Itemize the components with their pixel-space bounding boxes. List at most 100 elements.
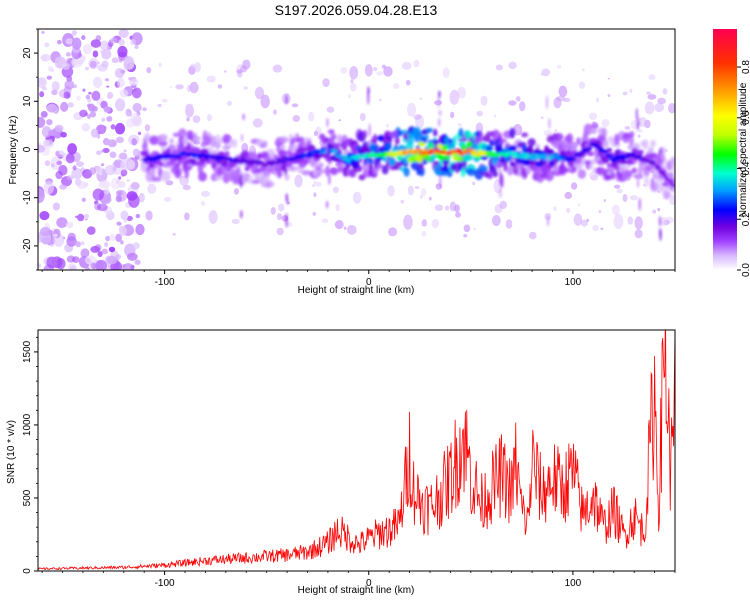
streak-blob bbox=[326, 117, 329, 128]
ridge-mid-blob bbox=[526, 145, 534, 153]
ridge-halo-blob bbox=[562, 167, 570, 173]
noise-blob bbox=[105, 235, 111, 242]
noise-blob bbox=[96, 150, 102, 156]
ridge-halo-blob bbox=[460, 167, 466, 178]
faint-blob bbox=[638, 129, 643, 133]
faint-blob bbox=[480, 95, 488, 106]
ridge-core-blob bbox=[197, 155, 203, 159]
ridge-mid-blob bbox=[388, 158, 396, 166]
ridge-mid-blob bbox=[442, 144, 449, 150]
faint-blob bbox=[654, 102, 665, 113]
faint-blob bbox=[528, 231, 537, 240]
faint-blob bbox=[294, 174, 303, 188]
ridge-core-blob bbox=[596, 145, 601, 149]
faint-blob bbox=[612, 204, 620, 216]
faint-blob bbox=[311, 184, 316, 188]
ridge-halo-blob bbox=[449, 163, 457, 172]
streak-blob bbox=[659, 147, 663, 156]
faint-blob bbox=[313, 180, 317, 185]
ridge-halo-blob bbox=[284, 174, 290, 181]
faint-blob bbox=[145, 210, 153, 221]
faint-blob bbox=[407, 102, 416, 117]
faint-blob bbox=[419, 194, 423, 199]
ridge-mid-blob bbox=[466, 140, 473, 148]
noise-blob bbox=[85, 255, 96, 265]
ridge-core-blob bbox=[660, 170, 666, 174]
noise-blob bbox=[91, 105, 98, 112]
noise-blob bbox=[39, 91, 45, 98]
faint-blob bbox=[607, 93, 611, 98]
noise-blob bbox=[88, 91, 92, 95]
faint-blob bbox=[476, 110, 483, 117]
ridge-mid-blob bbox=[645, 165, 654, 172]
noise-blob bbox=[106, 85, 110, 88]
faint-blob bbox=[573, 213, 583, 226]
noise-blob bbox=[102, 147, 110, 154]
ridge-halo-blob bbox=[644, 175, 650, 188]
ridge-halo-blob bbox=[372, 133, 377, 146]
ridge-mid-blob bbox=[171, 149, 180, 155]
noise-blob bbox=[43, 139, 50, 147]
ridge-mid-blob bbox=[278, 149, 286, 158]
ridge-halo-blob bbox=[299, 136, 305, 148]
noise-blob bbox=[110, 124, 116, 130]
ridge-core-blob bbox=[472, 149, 477, 154]
faint-blob bbox=[455, 212, 461, 218]
ridge-halo-blob bbox=[331, 133, 337, 140]
ridge-core-blob bbox=[209, 153, 214, 158]
ridge-halo-blob bbox=[590, 123, 599, 129]
faint-blob bbox=[312, 211, 317, 216]
faint-blob bbox=[449, 89, 460, 105]
streak-blob bbox=[548, 117, 551, 129]
faint-blob bbox=[563, 97, 571, 103]
ridge-core-blob bbox=[672, 184, 675, 188]
ridge-mid-blob bbox=[181, 154, 188, 161]
y-tick-label: 20 bbox=[22, 47, 33, 59]
faint-blob bbox=[590, 174, 599, 181]
faint-blob bbox=[513, 123, 523, 136]
ridge-mid-blob bbox=[461, 144, 467, 151]
faint-blob bbox=[138, 192, 145, 203]
noise-blob bbox=[115, 98, 126, 112]
faint-blob bbox=[400, 199, 404, 204]
noise-blob bbox=[41, 86, 47, 91]
noise-blob bbox=[134, 259, 141, 265]
faint-blob bbox=[334, 220, 344, 230]
ridge-halo-blob bbox=[488, 139, 495, 147]
noise-blob bbox=[80, 248, 90, 258]
faint-blob bbox=[419, 97, 423, 100]
noise-blob bbox=[50, 243, 54, 247]
faint-blob bbox=[373, 66, 378, 72]
ridge-mid-blob bbox=[438, 154, 445, 161]
streak-blob bbox=[438, 109, 442, 117]
noise-blob bbox=[100, 149, 105, 153]
noise-blob bbox=[84, 213, 90, 219]
faint-blob bbox=[240, 65, 248, 73]
streak-blob bbox=[240, 133, 244, 142]
faint-blob bbox=[194, 62, 201, 73]
faint-blob bbox=[463, 234, 468, 238]
ridge-mid-blob bbox=[381, 157, 388, 162]
colorbar-gradient bbox=[713, 29, 737, 270]
noise-blob bbox=[115, 254, 122, 260]
faint-blob bbox=[669, 198, 675, 206]
ridge-halo-blob bbox=[458, 127, 464, 138]
noise-blob bbox=[50, 156, 62, 171]
ridge-halo-blob bbox=[222, 133, 231, 144]
noise-blob bbox=[121, 157, 134, 171]
ridge-halo-blob bbox=[251, 179, 261, 184]
faint-blob bbox=[403, 214, 413, 230]
noise-blob bbox=[120, 240, 124, 245]
ridge-halo-blob bbox=[215, 134, 221, 144]
faint-blob bbox=[616, 188, 623, 194]
faint-blob bbox=[405, 79, 411, 86]
faint-blob bbox=[505, 219, 513, 229]
faint-blob bbox=[252, 118, 263, 128]
streak-blob bbox=[545, 95, 549, 110]
faint-blob bbox=[428, 196, 432, 201]
noise-blob bbox=[39, 226, 51, 237]
noise-blob bbox=[119, 225, 127, 236]
noise-blob bbox=[65, 153, 75, 164]
faint-blob bbox=[601, 119, 610, 127]
